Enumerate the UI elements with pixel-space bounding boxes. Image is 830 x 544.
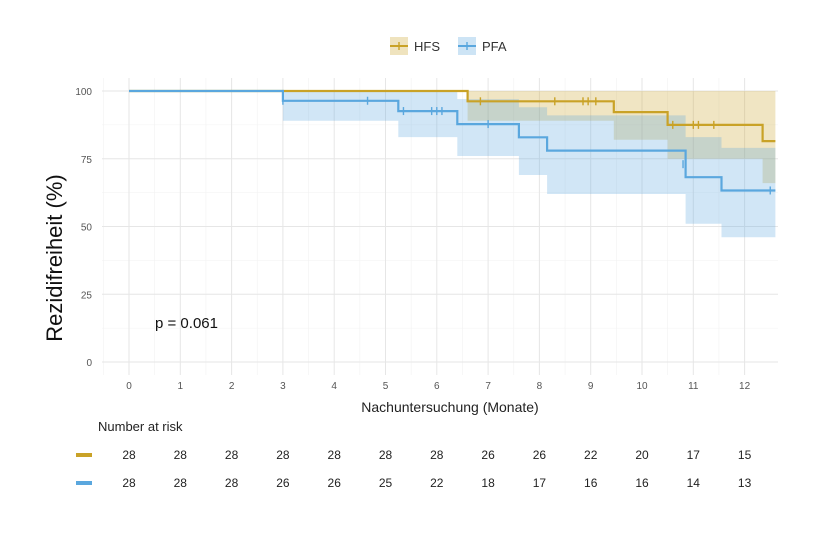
- survival-line-pfa: [129, 89, 776, 192]
- y-tick-label: 0: [86, 358, 92, 369]
- risk-row-key-pfa: [76, 481, 92, 485]
- risk-count-hfs: 17: [687, 448, 701, 462]
- y-tick-label: 25: [81, 290, 93, 301]
- risk-count-pfa: 17: [533, 476, 547, 490]
- risk-count-pfa: 25: [379, 476, 393, 490]
- x-tick-label: 12: [739, 381, 751, 392]
- risk-count-pfa: 28: [225, 476, 239, 490]
- risk-count-pfa: 22: [430, 476, 444, 490]
- risk-table: 28 28 28 28 28 28 28 26 26 22 20 17 15 28 28 28 26 26 25 22…: [76, 448, 752, 490]
- x-tick-label: 3: [280, 381, 286, 392]
- risk-count-hfs: 28: [328, 448, 342, 462]
- risk-count-pfa: 14: [687, 476, 701, 490]
- x-tick-label: 1: [178, 381, 184, 392]
- risk-count-hfs: 28: [122, 448, 136, 462]
- x-axis-title: Nachuntersuchung (Monate): [361, 399, 538, 415]
- risk-table-title: Number at risk: [98, 419, 183, 434]
- x-tick-label: 5: [383, 381, 389, 392]
- y-tick-label: 100: [75, 87, 92, 98]
- risk-count-pfa: 26: [276, 476, 290, 490]
- risk-count-hfs: 22: [584, 448, 598, 462]
- legend-label-hfs: HFS: [414, 39, 440, 54]
- risk-count-hfs: 26: [533, 448, 547, 462]
- p-value-annotation: p = 0.061: [155, 315, 218, 332]
- risk-count-pfa: 18: [481, 476, 495, 490]
- risk-count-hfs: 15: [738, 448, 752, 462]
- y-tick-label: 75: [81, 155, 93, 166]
- risk-count-hfs: 28: [174, 448, 188, 462]
- risk-count-pfa: 28: [174, 476, 188, 490]
- risk-count-pfa: 16: [584, 476, 598, 490]
- confidence-bands: [129, 91, 776, 238]
- x-tick-label: 0: [126, 381, 132, 392]
- risk-count-hfs: 20: [635, 448, 649, 462]
- risk-row-key-hfs: [76, 453, 92, 457]
- survival-line-hfs: [129, 89, 776, 143]
- risk-count-hfs: 28: [379, 448, 393, 462]
- risk-count-pfa: 26: [328, 476, 342, 490]
- risk-count-pfa: 28: [122, 476, 136, 490]
- grid-layer: [102, 78, 778, 375]
- ci-band-hfs: [129, 91, 776, 184]
- x-tick-label: 6: [434, 381, 440, 392]
- risk-count-pfa: 16: [635, 476, 649, 490]
- risk-count-hfs: 28: [276, 448, 290, 462]
- x-tick-label: 10: [636, 381, 648, 392]
- x-tick-label: 4: [331, 381, 337, 392]
- y-axis-title: Rezidifreiheit (%): [42, 174, 67, 342]
- risk-count-pfa: 13: [738, 476, 752, 490]
- y-tick-label: 50: [81, 223, 93, 234]
- legend-label-pfa: PFA: [482, 39, 507, 54]
- survival-lines: [129, 89, 776, 192]
- x-tick-label: 9: [588, 381, 594, 392]
- risk-count-hfs: 26: [481, 448, 495, 462]
- risk-count-hfs: 28: [430, 448, 444, 462]
- x-tick-label: 11: [688, 381, 699, 392]
- x-tick-label: 8: [537, 381, 543, 392]
- ci-band-pfa: [129, 91, 776, 238]
- x-tick-label: 2: [229, 381, 235, 392]
- risk-count-hfs: 28: [225, 448, 239, 462]
- legend: HFS PFA: [390, 37, 507, 55]
- censor-marks: [282, 96, 771, 195]
- x-tick-label: 7: [485, 381, 491, 392]
